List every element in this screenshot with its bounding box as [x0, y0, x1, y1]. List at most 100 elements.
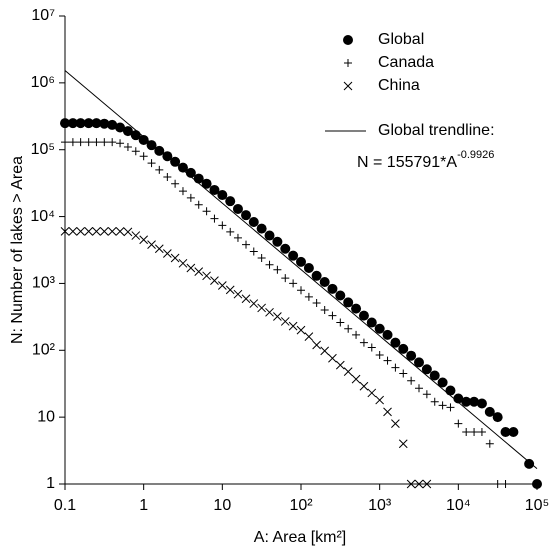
data-point — [383, 356, 392, 365]
data-point — [116, 139, 125, 148]
equation-exponent: -0.9926 — [457, 149, 494, 161]
data-point — [146, 140, 157, 151]
data-point — [272, 236, 283, 247]
data-point — [225, 285, 235, 295]
data-point — [311, 270, 322, 281]
data-point — [265, 260, 274, 269]
data-point — [201, 178, 212, 189]
data-point — [273, 265, 282, 274]
data-point — [429, 370, 440, 381]
data-point — [398, 343, 409, 354]
data-point — [383, 407, 392, 417]
data-point — [328, 311, 337, 320]
x-tick-label: 10² — [289, 497, 313, 514]
data-point — [217, 281, 227, 290]
data-point — [351, 374, 361, 384]
data-point — [359, 381, 369, 391]
data-point — [76, 138, 85, 147]
data-point — [83, 118, 94, 129]
data-point — [524, 458, 535, 469]
data-point — [155, 165, 164, 174]
data-point — [335, 360, 345, 370]
data-point — [437, 377, 448, 388]
data-point — [92, 227, 101, 236]
data-point — [99, 227, 109, 236]
data-point — [185, 167, 196, 178]
data-point — [484, 406, 495, 417]
data-point — [493, 480, 502, 488]
data-point — [186, 263, 196, 273]
x-tick-label: 10⁴ — [446, 497, 471, 514]
trendline-equation: N = 155791*A-0.9926 — [357, 149, 494, 171]
data-point — [296, 256, 306, 267]
data-point — [131, 231, 141, 240]
data-point — [202, 271, 211, 281]
data-point — [351, 303, 362, 314]
data-point — [280, 317, 290, 326]
data-point — [256, 223, 267, 234]
data-point — [91, 118, 102, 129]
data-point — [178, 187, 187, 196]
data-point — [296, 325, 306, 335]
data-point — [492, 412, 503, 423]
y-tick-label: 1 — [46, 475, 55, 492]
data-point — [60, 118, 70, 129]
data-point — [217, 190, 228, 201]
y-tick-label: 10⁷ — [31, 7, 55, 24]
data-point — [233, 289, 243, 299]
data-point — [422, 479, 432, 489]
data-point — [454, 419, 463, 428]
data-point — [154, 244, 164, 254]
data-point — [147, 240, 156, 250]
data-point — [374, 323, 385, 334]
data-point — [170, 253, 180, 263]
data-point — [500, 426, 511, 437]
y-tick-label: 10³ — [32, 275, 56, 292]
data-point — [171, 179, 180, 188]
data-point — [462, 427, 471, 436]
data-point — [178, 258, 188, 268]
data-point — [406, 479, 416, 489]
data-point — [162, 249, 172, 258]
data-point — [280, 243, 291, 254]
legend-label: Global trendline: — [378, 122, 495, 139]
data-point — [67, 118, 78, 129]
data-point — [147, 159, 156, 168]
data-point — [421, 364, 432, 375]
legend-label: Canada — [378, 54, 434, 71]
data-point — [446, 403, 455, 412]
data-point — [366, 317, 377, 328]
data-point — [485, 439, 494, 448]
data-point — [477, 427, 486, 436]
equation-base: N = 155791*A — [357, 154, 457, 171]
data-point — [312, 298, 321, 307]
data-point — [107, 119, 118, 130]
data-point — [336, 318, 345, 327]
data-point — [327, 283, 338, 294]
data-point — [281, 274, 290, 283]
data-point — [202, 207, 211, 216]
data-point — [304, 332, 314, 341]
data-point — [115, 122, 126, 133]
data-point — [303, 263, 314, 274]
data-point — [476, 398, 487, 409]
data-point — [209, 184, 220, 195]
legend-marker — [343, 35, 353, 45]
data-point — [241, 294, 251, 304]
x-tick-label: 10 — [213, 497, 231, 514]
data-point — [68, 227, 78, 236]
data-point — [194, 267, 204, 277]
data-point — [225, 196, 236, 207]
data-point — [100, 138, 109, 147]
data-point — [320, 346, 330, 356]
data-point — [297, 286, 305, 295]
legend-label: Global — [378, 31, 424, 48]
legend-marker — [343, 81, 353, 91]
y-tick-label: 10⁶ — [31, 74, 55, 91]
x-tick-label: 1 — [139, 497, 148, 514]
data-point — [163, 173, 172, 182]
data-point — [328, 353, 337, 363]
data-point — [131, 147, 140, 156]
data-point — [61, 138, 69, 147]
